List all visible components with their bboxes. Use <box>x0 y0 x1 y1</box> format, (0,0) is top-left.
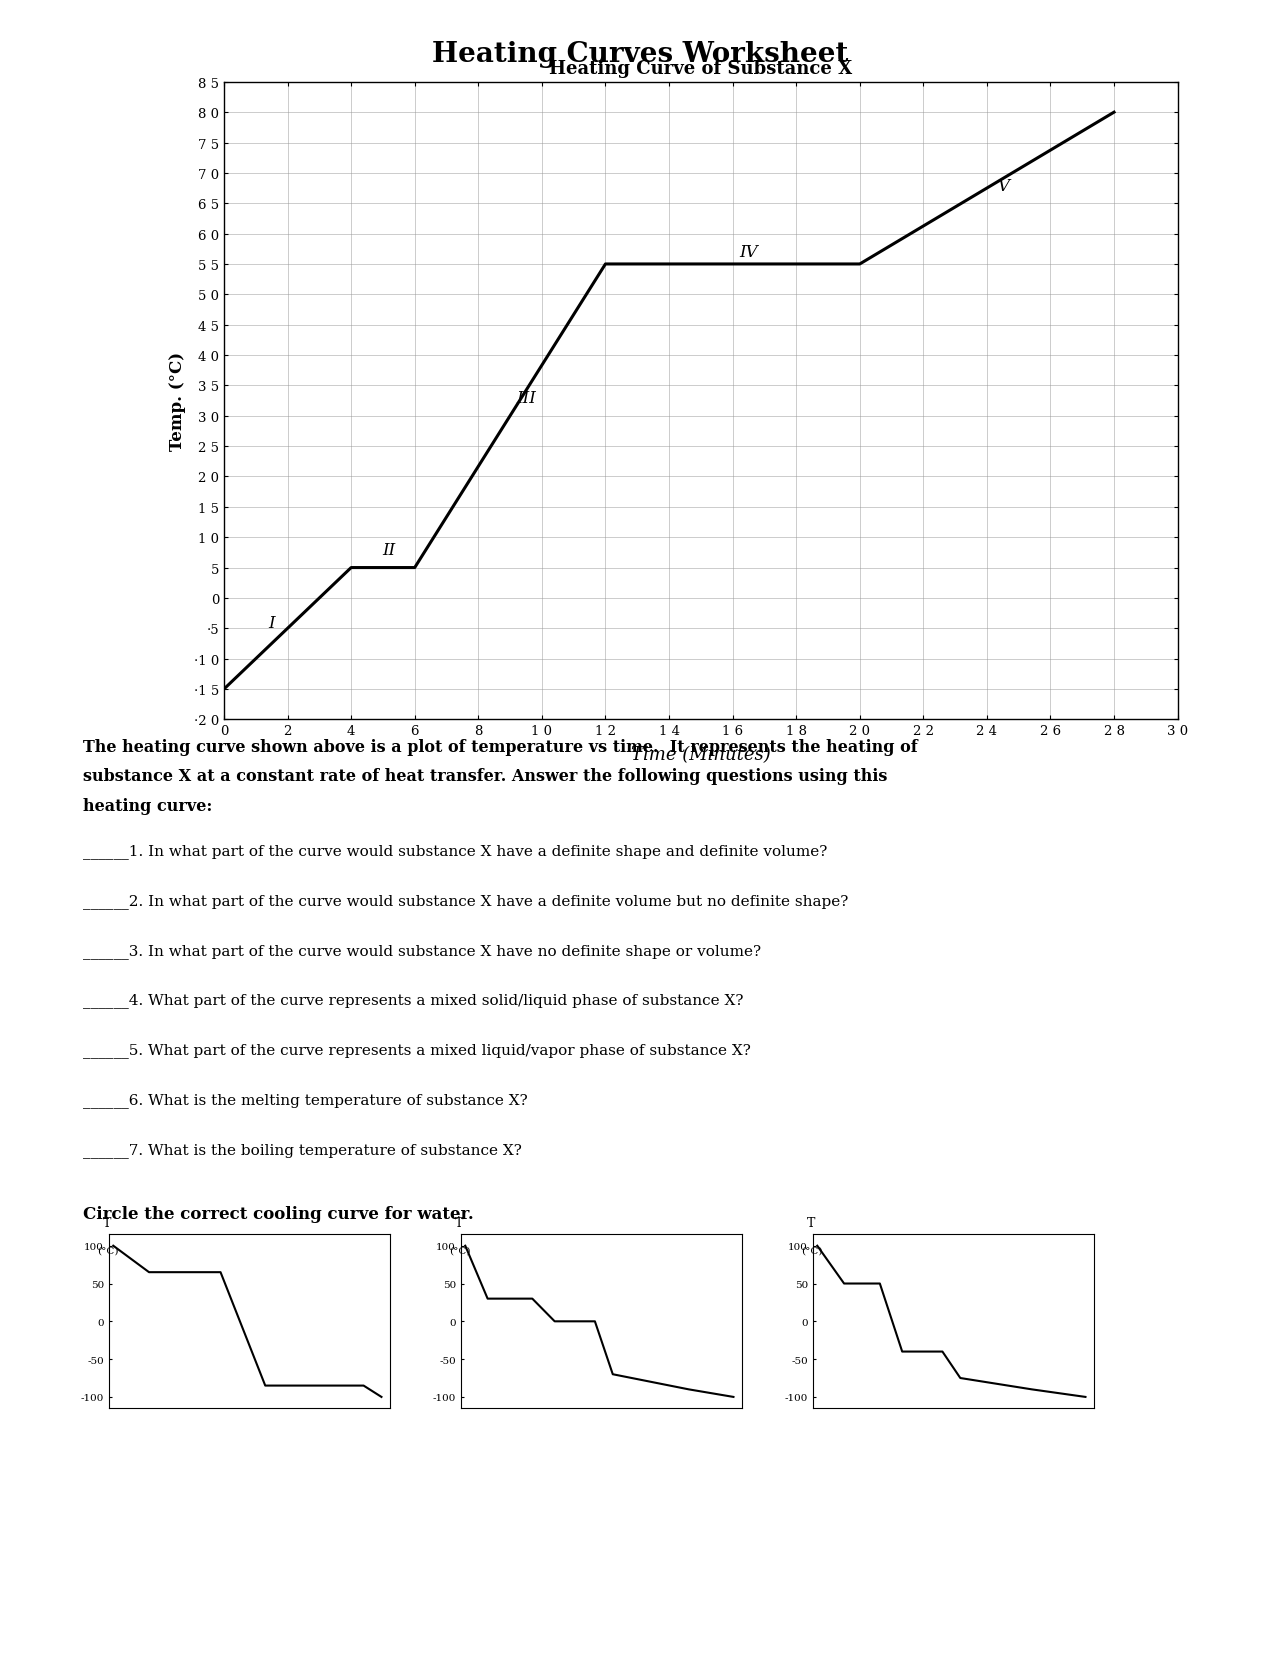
Text: ______6. What is the melting temperature of substance X?: ______6. What is the melting temperature… <box>83 1092 527 1107</box>
Y-axis label: Temp. (°C): Temp. (°C) <box>169 353 186 450</box>
Text: ______7. What is the boiling temperature of substance X?: ______7. What is the boiling temperature… <box>83 1142 522 1157</box>
Text: II: II <box>383 541 396 558</box>
Text: Heating Curves Worksheet: Heating Curves Worksheet <box>431 41 849 68</box>
Text: ______5. What part of the curve represents a mixed liquid/vapor phase of substan: ______5. What part of the curve represen… <box>83 1043 751 1058</box>
Text: I: I <box>269 614 275 631</box>
Text: ______1. In what part of the curve would substance X have a definite shape and d: ______1. In what part of the curve would… <box>83 844 828 859</box>
Text: T: T <box>806 1216 815 1230</box>
Text: (°C): (°C) <box>97 1246 119 1254</box>
Text: (°C): (°C) <box>449 1246 471 1254</box>
Text: IV: IV <box>739 245 758 261</box>
Title: Heating Curve of Substance X: Heating Curve of Substance X <box>549 61 852 78</box>
Text: substance X at a constant rate of heat transfer. Answer the following questions : substance X at a constant rate of heat t… <box>83 768 887 784</box>
X-axis label: Time (Minutes): Time (Minutes) <box>631 746 771 765</box>
Text: III: III <box>516 391 536 407</box>
Text: (°C): (°C) <box>801 1246 823 1254</box>
Text: ______4. What part of the curve represents a mixed solid/liquid phase of substan: ______4. What part of the curve represen… <box>83 993 744 1008</box>
Text: T: T <box>454 1216 463 1230</box>
Text: ______3. In what part of the curve would substance X have no definite shape or v: ______3. In what part of the curve would… <box>83 943 762 958</box>
Text: T: T <box>102 1216 111 1230</box>
Text: The heating curve shown above is a plot of temperature vs time.  It represents t: The heating curve shown above is a plot … <box>83 738 918 755</box>
Text: Circle the correct cooling curve for water.: Circle the correct cooling curve for wat… <box>83 1205 474 1221</box>
Text: ______2. In what part of the curve would substance X have a definite volume but : ______2. In what part of the curve would… <box>83 894 849 909</box>
Text: V: V <box>997 177 1009 194</box>
Text: heating curve:: heating curve: <box>83 798 212 814</box>
